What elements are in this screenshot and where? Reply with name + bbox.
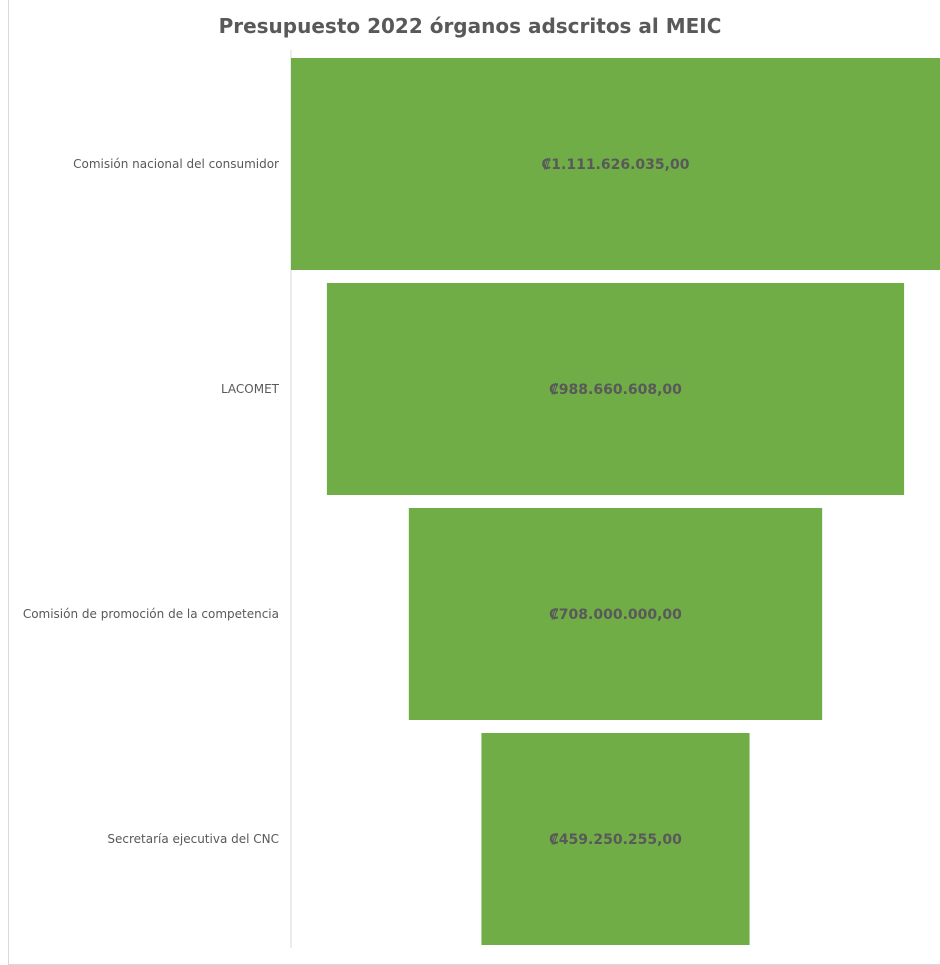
data-label: ₡988.660.608,00 xyxy=(549,382,682,398)
funnel-bar xyxy=(291,58,940,270)
data-label: ₡459.250.255,00 xyxy=(549,832,682,848)
funnel-bar xyxy=(481,733,750,945)
data-label: ₡1.111.626.035,00 xyxy=(542,157,690,173)
chart-title: Presupuesto 2022 órganos adscritos al ME… xyxy=(218,14,722,38)
funnel-bar xyxy=(408,508,823,720)
category-label: Comisión de promoción de la competencia xyxy=(23,607,279,621)
data-label: ₡708.000.000,00 xyxy=(549,607,682,623)
category-label: Secretaría ejecutiva del CNC xyxy=(107,832,279,846)
funnel-bar xyxy=(326,283,905,495)
category-label: Comisión nacional del consumidor xyxy=(73,157,279,171)
category-label: LACOMET xyxy=(221,382,280,396)
